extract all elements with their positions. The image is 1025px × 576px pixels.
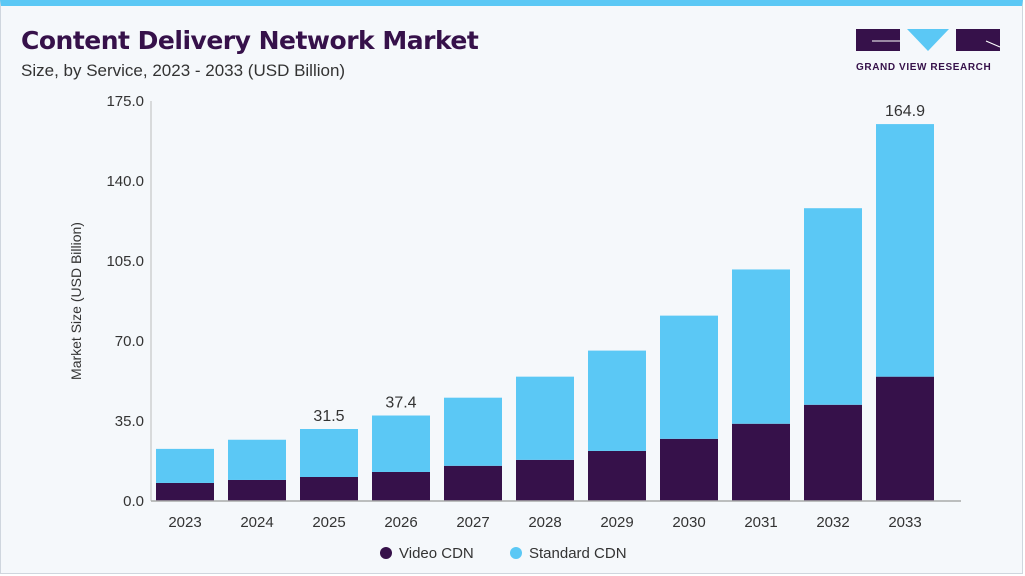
x-tick-label: 2025 (312, 514, 345, 531)
data-label: 37.4 (385, 395, 416, 412)
x-tick-label: 2027 (456, 514, 489, 531)
chart-title: Content Delivery Network Market (21, 26, 479, 55)
y-tick-label: 0.0 (123, 493, 144, 510)
bar-video-cdn-2031 (732, 423, 790, 501)
data-label: 31.5 (313, 408, 344, 425)
data-label: 164.9 (885, 103, 925, 120)
bar-standard-cdn-2028 (516, 376, 574, 460)
y-axis-label: Market Size (USD Billion) (68, 222, 84, 380)
chart-svg: 0.0 35.0 70.0 105.0 140.0 175.0 Market Size (U… (68, 93, 961, 562)
bar-standard-cdn-2033 (876, 124, 934, 377)
bar-standard-cdn-2029 (588, 350, 646, 451)
bar-standard-cdn-2030 (660, 315, 718, 439)
legend-marker (380, 547, 392, 559)
bar-standard-cdn-2031 (732, 269, 790, 424)
bar-standard-cdn-2032 (804, 208, 862, 405)
x-tick-label: 2033 (888, 514, 921, 531)
x-tick-label: 2026 (384, 514, 417, 531)
bar-standard-cdn-2025 (300, 429, 358, 477)
x-tick-label: 2031 (744, 514, 777, 531)
bar-video-cdn-2028 (516, 459, 574, 501)
bar-standard-cdn-2024 (228, 439, 286, 480)
bar-video-cdn-2033 (876, 376, 934, 501)
bar-video-cdn-2029 (588, 450, 646, 501)
gvr-logo-mark (856, 29, 1001, 51)
x-tick-label: 2023 (168, 514, 201, 531)
bar-video-cdn-2024 (228, 479, 286, 501)
y-tick-label: 175.0 (106, 93, 144, 110)
x-tick-label: 2032 (816, 514, 849, 531)
bar-video-cdn-2025 (300, 477, 358, 501)
bar-video-cdn-2023 (156, 482, 214, 501)
x-tick-label: 2030 (672, 514, 705, 531)
gvr-logo: GRAND VIEW RESEARCH (856, 27, 1001, 73)
x-tick-label: 2024 (240, 514, 273, 531)
legend-label: Standard CDN (529, 545, 627, 562)
bar-standard-cdn-2023 (156, 448, 214, 483)
bar-video-cdn-2030 (660, 438, 718, 501)
bar-video-cdn-2027 (444, 465, 502, 501)
y-tick-label: 140.0 (106, 173, 144, 190)
logo-text: GRAND VIEW RESEARCH (856, 62, 992, 73)
x-tick-label: 2029 (600, 514, 633, 531)
y-tick-label: 70.0 (115, 333, 144, 350)
y-tick-label: 105.0 (106, 253, 144, 270)
bar-standard-cdn-2026 (372, 415, 430, 472)
bar-video-cdn-2026 (372, 471, 430, 501)
chart-subtitle: Size, by Service, 2023 - 2033 (USD Billi… (21, 61, 346, 80)
legend-label: Video CDN (399, 545, 474, 562)
y-tick-label: 35.0 (115, 413, 144, 430)
x-tick-label: 2028 (528, 514, 561, 531)
bar-video-cdn-2032 (804, 404, 862, 501)
bar-standard-cdn-2027 (444, 397, 502, 466)
legend-marker (510, 547, 522, 559)
